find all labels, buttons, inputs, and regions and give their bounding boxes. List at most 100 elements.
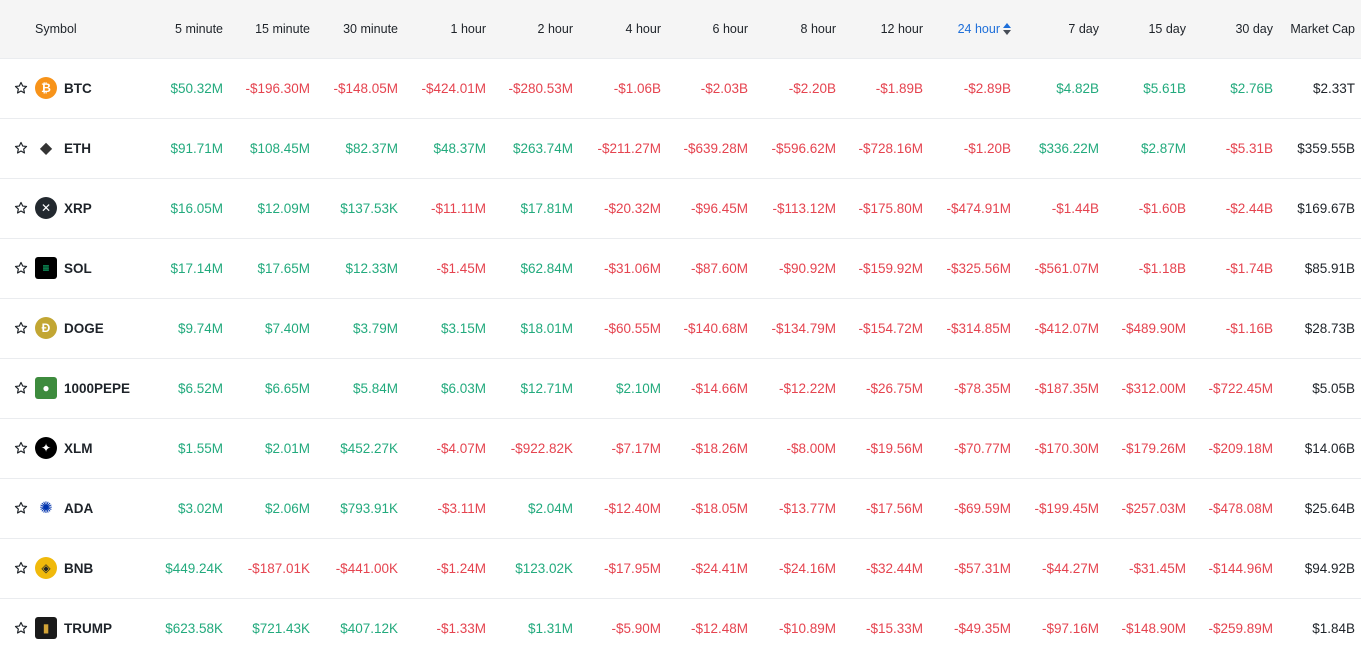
favorite-star-icon[interactable] (14, 141, 28, 155)
table-row[interactable]: ● 1000PEPE $6.52M $6.65M $5.84M $6.03M $12.71M… (0, 358, 1361, 418)
column-header-4-hour[interactable]: 4 hour (579, 0, 667, 58)
table-row[interactable]: ▮ TRUMP $623.58K $721.43K $407.12K -$1.33M $1.… (0, 598, 1361, 658)
column-header-label: 15 minute (255, 21, 310, 36)
netflow-15-day: -$489.90M (1121, 320, 1186, 336)
netflow-4-hour: -$31.06M (603, 260, 661, 276)
column-header-1-hour[interactable]: 1 hour (404, 0, 492, 58)
symbol-name[interactable]: ETH (64, 140, 91, 156)
netflow-6-hour: -$140.68M (683, 320, 748, 336)
symbol-cell: ▮ TRUMP (0, 598, 142, 658)
column-header-market-cap[interactable]: Market Cap (1279, 0, 1361, 58)
table-body: ₿ BTC $50.32M -$196.30M -$148.05M -$424.01M -$… (0, 58, 1361, 658)
column-header-30-minute[interactable]: 30 minute (316, 0, 404, 58)
netflow-15-minute: -$187.01K (247, 560, 310, 576)
favorite-star-icon[interactable] (14, 321, 28, 335)
favorite-star-icon[interactable] (14, 261, 28, 275)
table-row[interactable]: ◆ ETH $91.71M $108.45M $82.37M $48.37M $263.74… (0, 118, 1361, 178)
column-header-15-minute[interactable]: 15 minute (229, 0, 316, 58)
symbol-name[interactable]: BTC (64, 80, 92, 96)
netflow-30-day: -$722.45M (1208, 380, 1273, 396)
netflow-15-day: $5.61B (1143, 80, 1186, 96)
netflow-1-hour: $6.03M (440, 380, 486, 396)
netflow-24-hour: -$57.31M (953, 560, 1011, 576)
table-row[interactable]: Ð DOGE $9.74M $7.40M $3.79M $3.15M $18.01M -$60… (0, 298, 1361, 358)
sort-icon[interactable] (1003, 23, 1011, 36)
netflow-24-hour: -$69.59M (953, 500, 1011, 516)
netflow-2-hour: $18.01M (520, 320, 573, 336)
netflow-30-day: -$1.74B (1225, 260, 1273, 276)
netflow-4-hour: $2.10M (615, 380, 661, 396)
table-row[interactable]: ✕ XRP $16.05M $12.09M $137.53K -$11.11M $17.81… (0, 178, 1361, 238)
market-cap: $25.64B (1304, 500, 1355, 516)
netflow-15-day: -$179.26M (1121, 440, 1186, 456)
column-header-label: 5 minute (175, 21, 223, 36)
netflow-12-hour: -$15.33M (865, 620, 923, 636)
favorite-star-icon[interactable] (14, 561, 28, 575)
column-header-24-hour[interactable]: 24 hour (929, 0, 1017, 58)
netflow-30-day: -$2.44B (1225, 200, 1273, 216)
column-header-label: 4 hour (625, 21, 661, 36)
column-header-15-day[interactable]: 15 day (1105, 0, 1192, 58)
ada-icon: ✺ (35, 497, 57, 519)
symbol-name[interactable]: SOL (64, 260, 92, 276)
symbol-name[interactable]: ADA (64, 500, 94, 516)
netflow-1-hour: -$3.11M (437, 500, 486, 516)
favorite-star-icon[interactable] (14, 441, 28, 455)
netflow-8-hour: -$596.62M (771, 140, 836, 156)
favorite-star-icon[interactable] (14, 381, 28, 395)
netflow-30-minute: $452.27K (340, 440, 398, 456)
netflow-8-hour: -$10.89M (778, 620, 836, 636)
netflow-7-day: $4.82B (1056, 80, 1099, 96)
market-cap: $5.05B (1312, 380, 1355, 396)
netflow-15-day: -$1.60B (1138, 200, 1186, 216)
column-header-8-hour[interactable]: 8 hour (754, 0, 842, 58)
favorite-star-icon[interactable] (14, 81, 28, 95)
column-header-7-day[interactable]: 7 day (1017, 0, 1105, 58)
netflow-5-minute: $623.58K (165, 620, 223, 636)
netflow-12-hour: -$175.80M (858, 200, 923, 216)
table-row[interactable]: ≡ SOL $17.14M $17.65M $12.33M -$1.45M $62.84M -… (0, 238, 1361, 298)
table-row[interactable]: ₿ BTC $50.32M -$196.30M -$148.05M -$424.01M -$… (0, 58, 1361, 118)
symbol-name[interactable]: XRP (64, 200, 92, 216)
netflow-24-hour: -$78.35M (953, 380, 1011, 396)
column-header-6-hour[interactable]: 6 hour (667, 0, 754, 58)
symbol-name[interactable]: BNB (64, 560, 94, 576)
netflow-30-minute: $407.12K (340, 620, 398, 636)
netflow-30-minute: $82.37M (345, 140, 398, 156)
table-row[interactable]: ✺ ADA $3.02M $2.06M $793.91K -$3.11M $2.04M -$1… (0, 478, 1361, 538)
netflow-5-minute: $16.05M (170, 200, 223, 216)
symbol-name[interactable]: 1000PEPE (64, 380, 131, 396)
netflow-30-minute: $793.91K (340, 500, 398, 516)
column-header-12-hour[interactable]: 12 hour (842, 0, 929, 58)
column-header-30-day[interactable]: 30 day (1192, 0, 1279, 58)
symbol-name[interactable]: TRUMP (64, 620, 112, 636)
column-header-5-minute[interactable]: 5 minute (142, 0, 229, 58)
column-header-label: 2 hour (537, 21, 573, 36)
favorite-star-icon[interactable] (14, 501, 28, 515)
netflow-7-day: -$187.35M (1034, 380, 1099, 396)
netflow-7-day: $336.22M (1038, 140, 1099, 156)
netflow-15-minute: $7.40M (264, 320, 310, 336)
netflow-24-hour: -$49.35M (953, 620, 1011, 636)
column-header-label: 30 day (1235, 21, 1273, 36)
favorite-star-icon[interactable] (14, 621, 28, 635)
netflow-8-hour: -$12.22M (778, 380, 836, 396)
netflow-1-hour: -$4.07M (436, 440, 486, 456)
netflow-30-minute: $5.84M (352, 380, 398, 396)
netflow-4-hour: -$1.06B (613, 80, 661, 96)
table-header-row: Symbol 5 minute 15 minute 30 minute 1 hour 2 … (0, 0, 1361, 58)
symbol-name[interactable]: XLM (64, 440, 93, 456)
netflow-24-hour: -$2.89B (963, 80, 1011, 96)
favorite-star-icon[interactable] (14, 201, 28, 215)
symbol-name[interactable]: DOGE (64, 320, 104, 336)
table-row[interactable]: ✦ XLM $1.55M $2.01M $452.27K -$4.07M -$922.82K… (0, 418, 1361, 478)
netflow-1-hour: -$424.01M (421, 80, 486, 96)
column-header-label: 1 hour (450, 21, 486, 36)
netflow-12-hour: -$728.16M (858, 140, 923, 156)
table-row[interactable]: ◈ BNB $449.24K -$187.01K -$441.00K -$1.24M $12… (0, 538, 1361, 598)
market-cap: $85.91B (1304, 260, 1355, 276)
netflow-6-hour: -$2.03B (700, 80, 748, 96)
netflow-4-hour: -$20.32M (603, 200, 661, 216)
column-header-2-hour[interactable]: 2 hour (492, 0, 579, 58)
netflow-8-hour: -$90.92M (778, 260, 836, 276)
